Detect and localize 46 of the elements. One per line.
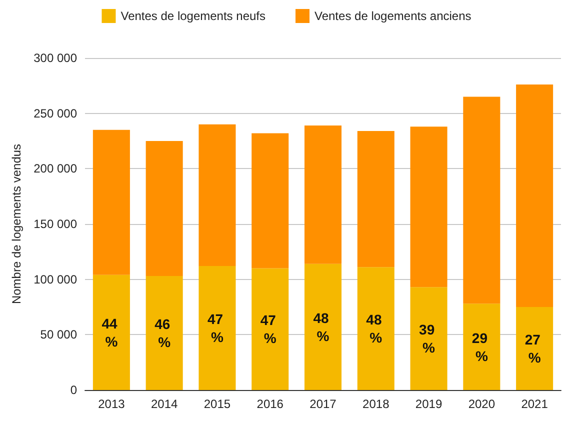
bar xyxy=(410,126,448,288)
annotation: 47 % xyxy=(260,312,280,346)
annotation: 39 % xyxy=(419,322,439,356)
annotation: 44 % xyxy=(102,315,122,350)
x-tick-label: 2018 xyxy=(362,397,390,411)
y-tick-label: 150 000 xyxy=(34,217,78,231)
x-tick-label: 2016 xyxy=(256,397,284,411)
annotation: 27 % xyxy=(524,332,544,366)
annotation: 29 % xyxy=(472,330,492,364)
bar xyxy=(252,133,289,268)
x-tick-label: 2019 xyxy=(415,397,442,411)
y-tick-label: 200 000 xyxy=(34,162,78,176)
bar xyxy=(198,266,236,390)
bar xyxy=(463,304,500,390)
bar xyxy=(304,264,342,390)
annotation: 48 % xyxy=(366,312,386,346)
annotation: 48 % xyxy=(313,310,333,344)
y-axis-title: Nombre de logements vendus xyxy=(10,144,24,304)
bar xyxy=(146,276,183,390)
annotation: 46 % xyxy=(154,316,174,350)
legend-label: Ventes de logements anciens xyxy=(314,9,472,23)
bar xyxy=(516,84,554,307)
bar xyxy=(252,268,289,390)
bar xyxy=(198,124,236,266)
bar xyxy=(146,141,183,276)
x-tick-label: 2015 xyxy=(204,397,231,411)
x-tick-label: 2021 xyxy=(521,397,548,411)
bar xyxy=(92,274,130,390)
x-tick-label: 2017 xyxy=(310,397,337,411)
annotation: 47 % xyxy=(207,311,227,346)
y-tick-label: 100 000 xyxy=(34,272,78,286)
bar xyxy=(463,96,500,304)
bar xyxy=(516,307,554,390)
bar xyxy=(304,126,342,264)
y-tick-label: 50 000 xyxy=(40,328,78,342)
bar xyxy=(92,130,130,275)
y-tick-label: 0 xyxy=(70,383,78,397)
x-tick-label: 2014 xyxy=(150,397,178,411)
x-tick-label: 2013 xyxy=(98,397,126,411)
y-tick-label: 300 000 xyxy=(34,51,78,65)
legend-label: Ventes de logements neufs xyxy=(120,9,266,23)
x-tick-label: 2020 xyxy=(468,397,496,411)
bar xyxy=(357,267,394,390)
bar xyxy=(357,131,394,268)
y-tick-label: 250 000 xyxy=(34,106,78,120)
bar xyxy=(410,287,448,390)
